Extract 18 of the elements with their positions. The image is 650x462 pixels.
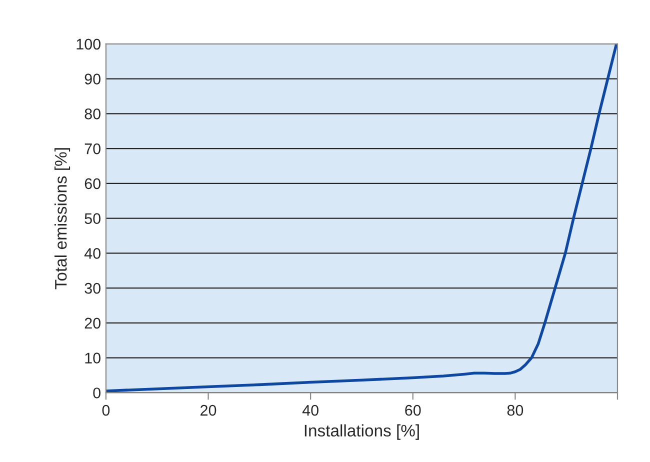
y-tick-label: 10 bbox=[85, 352, 100, 364]
y-tick-label: 60 bbox=[84, 178, 100, 190]
y-tick-label: 30 bbox=[84, 282, 100, 294]
y-tick-label: 90 bbox=[84, 74, 100, 84]
y-tick-label: 20 bbox=[84, 318, 100, 329]
y-tick-label: 0 bbox=[93, 388, 100, 398]
x-tick-label: 0 bbox=[102, 404, 110, 416]
x-tick-label: 20 bbox=[200, 404, 216, 416]
x-tick-label: 40 bbox=[302, 404, 318, 416]
y-tick-label: 100 bbox=[76, 38, 100, 50]
x-tick-label: 60 bbox=[405, 404, 421, 416]
x-axis-title: Installations [%] bbox=[304, 424, 419, 440]
x-tick-label: 80 bbox=[507, 404, 524, 416]
y-tick-label: 50 bbox=[84, 213, 100, 224]
y-tick-label: 70 bbox=[84, 143, 100, 154]
y-tick-label: 80 bbox=[84, 108, 100, 120]
y-tick-label: 40 bbox=[84, 248, 100, 259]
y-axis-title: Total emissions [%] bbox=[54, 148, 70, 290]
